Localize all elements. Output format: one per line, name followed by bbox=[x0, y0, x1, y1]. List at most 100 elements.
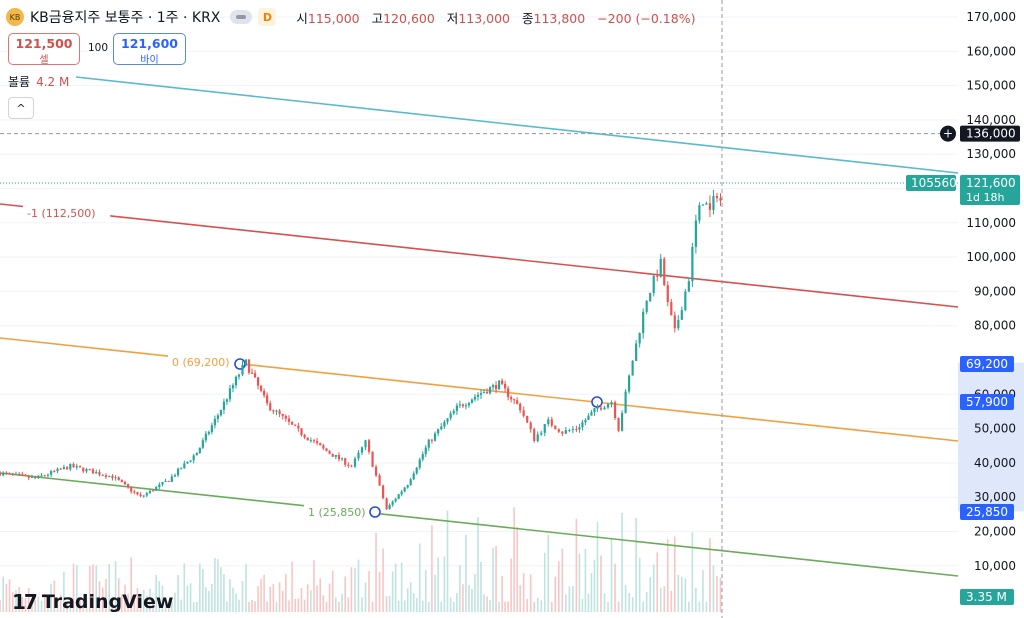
candle-body bbox=[237, 374, 241, 377]
volume-bar bbox=[695, 587, 697, 612]
volume-bar bbox=[492, 547, 494, 612]
volume-bar bbox=[245, 563, 247, 612]
volume-bar bbox=[434, 574, 436, 612]
candle-body bbox=[691, 246, 694, 282]
toggle-pill-icon[interactable] bbox=[230, 10, 253, 24]
candle-body bbox=[631, 360, 634, 376]
volume-bar bbox=[161, 585, 164, 612]
candle-body bbox=[207, 431, 210, 434]
volume-bar bbox=[257, 586, 259, 612]
candle-body bbox=[347, 464, 350, 466]
volume-bar bbox=[37, 596, 40, 612]
volume-bar bbox=[702, 570, 704, 612]
candle-body bbox=[476, 394, 480, 397]
volume-bar bbox=[108, 563, 111, 612]
channel-anchor-handle bbox=[369, 506, 381, 518]
volume-bar bbox=[24, 598, 27, 612]
candle-body bbox=[482, 392, 486, 394]
candle-body bbox=[50, 471, 53, 475]
candle-body bbox=[497, 380, 501, 390]
volume-bar bbox=[684, 578, 687, 612]
candle-body bbox=[385, 498, 388, 510]
candle-body bbox=[78, 466, 82, 468]
volume-bar bbox=[659, 587, 662, 612]
candle-body bbox=[712, 196, 715, 210]
volume-bar bbox=[53, 580, 56, 612]
candle-body bbox=[540, 432, 543, 435]
volume-bar bbox=[263, 574, 265, 612]
candle-body bbox=[430, 439, 434, 441]
candle-body bbox=[290, 421, 294, 425]
candle-body bbox=[43, 475, 46, 477]
volume-bar bbox=[504, 601, 506, 612]
candle-body bbox=[507, 388, 510, 398]
collapse-chevron-icon[interactable]: ^ bbox=[8, 97, 34, 119]
candle-body bbox=[287, 418, 291, 422]
volume-bar bbox=[56, 599, 59, 612]
volume-bar bbox=[101, 587, 104, 612]
candle-body bbox=[216, 415, 220, 419]
candle-body bbox=[449, 413, 452, 419]
volume-bar bbox=[561, 548, 564, 612]
candle-body bbox=[360, 447, 364, 453]
volume-bar bbox=[226, 601, 228, 612]
candle-body bbox=[75, 466, 78, 468]
buy-button[interactable]: 121,600 바이 bbox=[113, 33, 186, 66]
candle-body bbox=[198, 447, 201, 454]
axis-label-fib0-bg bbox=[960, 356, 1014, 372]
price-axis[interactable]: 170,000160,000150,000140,000130,000120,0… bbox=[958, 10, 1024, 605]
candle-body bbox=[554, 425, 557, 430]
sell-button[interactable]: 121,500 셀 bbox=[8, 33, 80, 66]
candle-body bbox=[473, 396, 477, 400]
candle-body bbox=[98, 472, 101, 475]
candle-body bbox=[133, 491, 136, 493]
volume-bar bbox=[443, 556, 446, 612]
volume-bar bbox=[375, 532, 377, 612]
volume-bar bbox=[220, 566, 222, 612]
candle-body bbox=[446, 418, 449, 422]
volume-bar bbox=[354, 568, 356, 612]
volume-bar bbox=[540, 600, 543, 612]
candle-body bbox=[593, 408, 596, 413]
price-tick-label: 10,000 bbox=[974, 559, 1016, 573]
add-plus-glyph: + bbox=[943, 127, 953, 141]
candle-body bbox=[278, 410, 281, 415]
volume-bar bbox=[238, 599, 240, 612]
volume-bar bbox=[610, 538, 613, 612]
volume-bar bbox=[127, 593, 129, 612]
volume-bar bbox=[575, 518, 578, 612]
volume-bar bbox=[275, 601, 278, 612]
volume-bar bbox=[260, 579, 262, 612]
fib-channel[interactable]: -1 (112,500) 0 (69,200) 1 (25,850) bbox=[0, 76, 959, 577]
candle-body bbox=[312, 440, 316, 442]
volume-bar bbox=[291, 561, 293, 612]
price-tick-label: 110,000 bbox=[966, 216, 1016, 230]
volume-value: 4.2 M bbox=[36, 75, 70, 89]
fib-label-1: 1 (25,850) bbox=[308, 506, 366, 519]
axis-label-fib0: 69,200 bbox=[966, 357, 1008, 371]
candle-body bbox=[698, 205, 701, 221]
d-badge[interactable]: D bbox=[258, 8, 277, 26]
volume-bar bbox=[716, 575, 718, 612]
candle-body bbox=[170, 476, 173, 482]
order-quantity[interactable]: 100 bbox=[88, 42, 109, 54]
volume-bar bbox=[486, 596, 488, 612]
candle-body bbox=[642, 311, 645, 334]
close-label: 종 bbox=[522, 10, 534, 26]
candle-body bbox=[325, 448, 328, 452]
candle-body bbox=[388, 504, 391, 510]
volume-bar bbox=[371, 601, 374, 612]
volume-bar bbox=[510, 558, 512, 612]
candle-body bbox=[467, 403, 471, 406]
candle-body bbox=[95, 472, 98, 474]
volume-bar bbox=[171, 601, 173, 612]
candle-body bbox=[510, 397, 513, 400]
sell-label: 셀 bbox=[39, 55, 49, 66]
symbol-title[interactable]: KB금융지주 보통주 · 1주 · KRX bbox=[30, 10, 221, 26]
volume-bar bbox=[456, 593, 458, 612]
volume-bar bbox=[462, 584, 464, 612]
volume-bar bbox=[347, 597, 350, 612]
volume-bar bbox=[325, 601, 328, 612]
candle-body bbox=[24, 474, 27, 476]
